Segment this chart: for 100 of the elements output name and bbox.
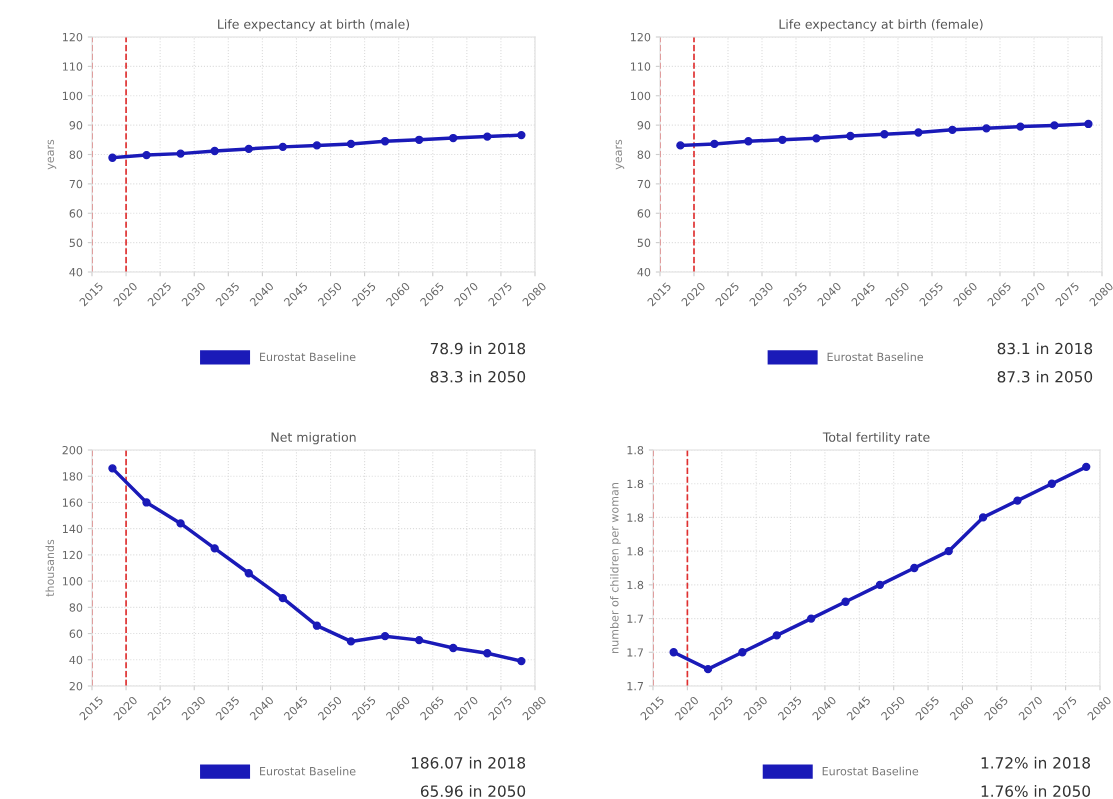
- point: [1084, 119, 1093, 129]
- y-tick-label: 110: [630, 62, 651, 71]
- point: [483, 649, 492, 658]
- y-axis-title: thousands: [45, 539, 55, 597]
- y-tick-label: 1.8: [627, 479, 644, 489]
- point: [812, 134, 821, 143]
- text: 1.76% in 2050: [981, 785, 1091, 797]
- point: [744, 137, 753, 146]
- chart-title: Total fertility rate: [822, 432, 930, 445]
- y-tick-label: 140: [62, 524, 83, 534]
- point: [910, 563, 919, 573]
- y-tick-label: 200: [62, 445, 83, 455]
- chart-title: Life expectancy at birth (male): [218, 19, 410, 32]
- point: [380, 137, 390, 146]
- y-tick-label: 120: [62, 550, 83, 560]
- point: [703, 664, 713, 674]
- point: [346, 139, 356, 149]
- y-tick-label: 50: [637, 238, 651, 247]
- y-tick-label: 70: [69, 179, 83, 189]
- point: [312, 621, 322, 630]
- point: [414, 635, 424, 645]
- point: [841, 597, 850, 606]
- point: [1082, 462, 1091, 472]
- text: 65.96 in 2050: [420, 785, 526, 797]
- y-tick-label: 120: [62, 32, 83, 42]
- y-tick-label: 60: [69, 629, 83, 638]
- point: [142, 150, 151, 160]
- point: [244, 569, 253, 578]
- y-tick-label: 110: [62, 62, 83, 71]
- y-axis-title: years: [47, 139, 57, 170]
- y-tick-label: 90: [637, 121, 651, 130]
- point: [210, 544, 219, 553]
- chart-title: Net migration: [271, 432, 356, 445]
- text: 87.3 in 2050: [997, 370, 1093, 383]
- text: 186.07 in 2018: [411, 756, 526, 769]
- point: [982, 124, 991, 133]
- point: [176, 149, 185, 158]
- point: [772, 631, 781, 640]
- y-tick-label: 160: [62, 498, 83, 507]
- y-tick-label: 1.8: [627, 547, 644, 556]
- y-tick-label: 1.8: [627, 445, 644, 455]
- point: [978, 513, 988, 522]
- legend-label: Eurostat Baseline: [260, 766, 356, 776]
- y-tick-label: 1.7: [627, 614, 644, 623]
- point: [846, 131, 855, 141]
- y-tick-label: 180: [62, 472, 83, 481]
- point: [914, 128, 923, 137]
- y-tick-label: 70: [637, 179, 651, 189]
- y-tick-label: 100: [630, 91, 651, 101]
- point: [346, 637, 356, 646]
- y-axis-title: years: [615, 139, 625, 170]
- point: [875, 580, 885, 590]
- point: [676, 141, 685, 150]
- point: [669, 648, 678, 657]
- y-tick-label: 100: [62, 91, 83, 101]
- point: [414, 135, 424, 144]
- point: [380, 632, 390, 641]
- point: [483, 132, 492, 141]
- point: [517, 656, 526, 666]
- point: [1013, 496, 1022, 505]
- y-tick-label: 40: [637, 267, 651, 277]
- y-tick-label: 50: [69, 238, 83, 247]
- y-tick-label: 40: [69, 267, 83, 277]
- y-tick-label: 60: [69, 209, 83, 218]
- point: [278, 593, 287, 603]
- y-tick-label: 80: [69, 603, 83, 612]
- y-tick-label: 40: [69, 655, 83, 665]
- text: 83.1 in 2018: [997, 342, 1093, 355]
- y-tick-label: 90: [69, 121, 83, 130]
- point: [807, 614, 816, 623]
- point: [1016, 122, 1025, 131]
- y-tick-label: 1.7: [627, 682, 644, 691]
- legend-label: Eurostat Baseline: [822, 766, 919, 776]
- y-tick-label: 120: [630, 32, 651, 42]
- point: [108, 464, 117, 473]
- y-tick-label: 60: [637, 209, 651, 218]
- y-tick-label: 80: [637, 150, 651, 159]
- legend-label: Eurostat Baseline: [260, 352, 356, 362]
- y-tick-label: 1.7: [627, 648, 644, 657]
- y-tick-label: 1.8: [627, 580, 644, 590]
- y-tick-label: 1.8: [627, 513, 644, 522]
- point: [449, 133, 458, 143]
- point: [1050, 121, 1059, 130]
- point: [278, 142, 287, 152]
- point: [210, 146, 219, 156]
- point: [944, 546, 953, 556]
- chart-title: Life expectancy at birth (female): [779, 19, 983, 32]
- y-axis-title: number of children per woman: [609, 483, 621, 653]
- text: 78.9 in 2018: [430, 342, 526, 355]
- point: [778, 135, 787, 144]
- y-tick-label: 20: [69, 681, 83, 691]
- legend-label: Eurostat Baseline: [827, 352, 924, 362]
- point: [710, 139, 719, 149]
- point: [948, 125, 957, 134]
- point: [1047, 479, 1057, 488]
- point: [449, 643, 458, 653]
- point: [244, 144, 253, 154]
- point: [880, 130, 889, 139]
- y-tick-label: 100: [62, 577, 83, 586]
- y-tick-label: 80: [69, 150, 83, 159]
